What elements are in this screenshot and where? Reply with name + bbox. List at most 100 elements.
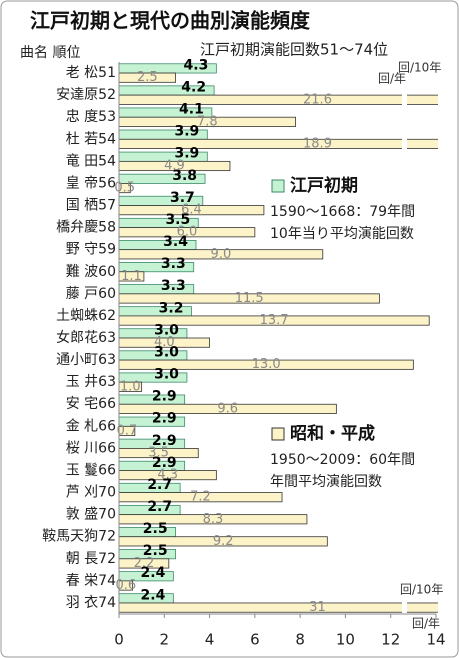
bar xyxy=(119,416,186,427)
bar xyxy=(119,359,414,370)
legend-label: 江戸初期 xyxy=(290,175,358,196)
value-label: 2.4 xyxy=(141,587,166,603)
x-tick-label: 6 xyxy=(250,631,260,649)
value-label: 3.5 xyxy=(148,446,169,461)
value-label: 7.2 xyxy=(190,490,211,505)
legend-swatch xyxy=(271,427,285,441)
x-tick-label: 4 xyxy=(205,631,215,649)
legend-label: 昭和・平成 xyxy=(290,423,375,444)
value-label: 3.0 xyxy=(154,322,179,338)
chart-title: 江戸初期と現代の曲別演能頻度 xyxy=(30,9,311,33)
y-tick-label: 土蜘蛛62 xyxy=(56,308,116,324)
value-label: 3.7 xyxy=(170,190,195,206)
y-tick-label: 芦 刈70 xyxy=(66,485,116,501)
value-label: 18.9 xyxy=(303,136,332,151)
y-tick-label: 杜 若54 xyxy=(66,131,116,147)
value-label: 2.5 xyxy=(137,70,158,85)
bar xyxy=(119,271,145,282)
axis-break xyxy=(402,138,407,150)
legend-note: 1950～2009：60年間 xyxy=(270,452,415,468)
y-tick-label: 羽 衣74 xyxy=(66,595,116,611)
bar xyxy=(119,160,231,172)
value-label: 3.9 xyxy=(174,124,199,140)
y-tick-label: 国 栖57 xyxy=(66,198,116,214)
value-label: 2.7 xyxy=(147,477,172,493)
legend-note: 年間平均演能回数 xyxy=(270,474,382,490)
value-label: 2.5 xyxy=(143,521,168,537)
value-label: 3.0 xyxy=(154,367,179,383)
bar xyxy=(119,492,283,503)
y-tick-label: 竜 田54 xyxy=(66,152,116,169)
value-label: 6.0 xyxy=(177,225,198,240)
bar xyxy=(119,536,328,547)
value-label: 0.7 xyxy=(117,423,138,438)
y-tick-label: 金 札66 xyxy=(66,418,116,434)
value-label: 3.2 xyxy=(159,300,184,316)
x-tick-label: 10 xyxy=(336,631,355,649)
value-label: 13.7 xyxy=(260,313,289,328)
bar xyxy=(119,602,438,613)
value-label: 3.4 xyxy=(163,234,188,250)
value-label: 6.4 xyxy=(181,203,202,218)
value-label: 2.4 xyxy=(141,565,166,581)
value-label: 11.5 xyxy=(235,291,264,306)
value-label: 21.6 xyxy=(303,92,332,107)
bar xyxy=(119,470,217,481)
y-tick-label: 老 松51 xyxy=(66,65,116,81)
y-tick-label: 忠 度53 xyxy=(66,109,116,125)
bar xyxy=(119,72,177,83)
annotation: 回/10年 xyxy=(398,61,441,75)
y-tick-label: 玉 鬘66 xyxy=(66,462,116,478)
bar xyxy=(119,315,430,326)
y-tick-label: 安 宅66 xyxy=(66,396,116,412)
value-label: 3.8 xyxy=(172,168,197,184)
value-label: 2.2 xyxy=(134,556,155,571)
value-label: 9.6 xyxy=(217,401,238,416)
value-label: 9.2 xyxy=(213,534,234,549)
y-tick-label: 橋弁慶58 xyxy=(56,220,116,236)
value-label: 0.6 xyxy=(115,578,136,593)
bar xyxy=(119,558,170,569)
legend-swatch xyxy=(271,179,285,193)
value-label: 4.9 xyxy=(164,158,185,173)
y-tick-label: 安達原52 xyxy=(56,87,116,103)
value-label: 2.9 xyxy=(152,455,177,471)
value-label: 3.0 xyxy=(154,344,179,360)
bar xyxy=(119,571,174,582)
annotation: 回/年 xyxy=(412,617,440,631)
value-label: 2.9 xyxy=(152,411,177,427)
y-tick-label: 朝 長72 xyxy=(66,551,116,567)
value-label: 2.9 xyxy=(152,433,177,449)
value-label: 4.0 xyxy=(154,335,175,350)
y-tick-label: 玉 井63 xyxy=(66,374,116,390)
value-label: 3.5 xyxy=(165,212,190,228)
value-label: 13.0 xyxy=(252,357,281,372)
value-label: 3.3 xyxy=(161,278,186,294)
x-tick-label: 2 xyxy=(160,631,170,649)
value-label: 3.9 xyxy=(174,146,199,162)
value-label: 4.3 xyxy=(157,468,178,483)
value-label: 8.3 xyxy=(203,512,224,527)
bar xyxy=(119,403,337,414)
y-tick-label: 難 波60 xyxy=(66,264,116,280)
value-label: 4.3 xyxy=(184,57,209,73)
value-label: 3.3 xyxy=(161,256,186,272)
value-label: 4.2 xyxy=(181,79,206,95)
legend-note: 1590～1668：79年間 xyxy=(270,204,415,220)
y-tick-label: 女郎花63 xyxy=(56,329,116,346)
bar xyxy=(119,94,438,105)
bar xyxy=(119,205,265,216)
value-label: 2.5 xyxy=(143,543,168,559)
annotation: 回/年 xyxy=(378,72,406,86)
bar xyxy=(119,514,308,525)
value-label: 31 xyxy=(309,600,326,615)
bar xyxy=(119,249,324,260)
axis-break xyxy=(402,94,407,106)
y-tick-label: 鞍馬天狗72 xyxy=(42,529,116,545)
y-tick-label: 春 栄74 xyxy=(66,573,116,589)
value-label: 4.1 xyxy=(179,102,204,118)
y-tick-label: 通小町63 xyxy=(56,352,116,368)
bar xyxy=(119,173,206,184)
